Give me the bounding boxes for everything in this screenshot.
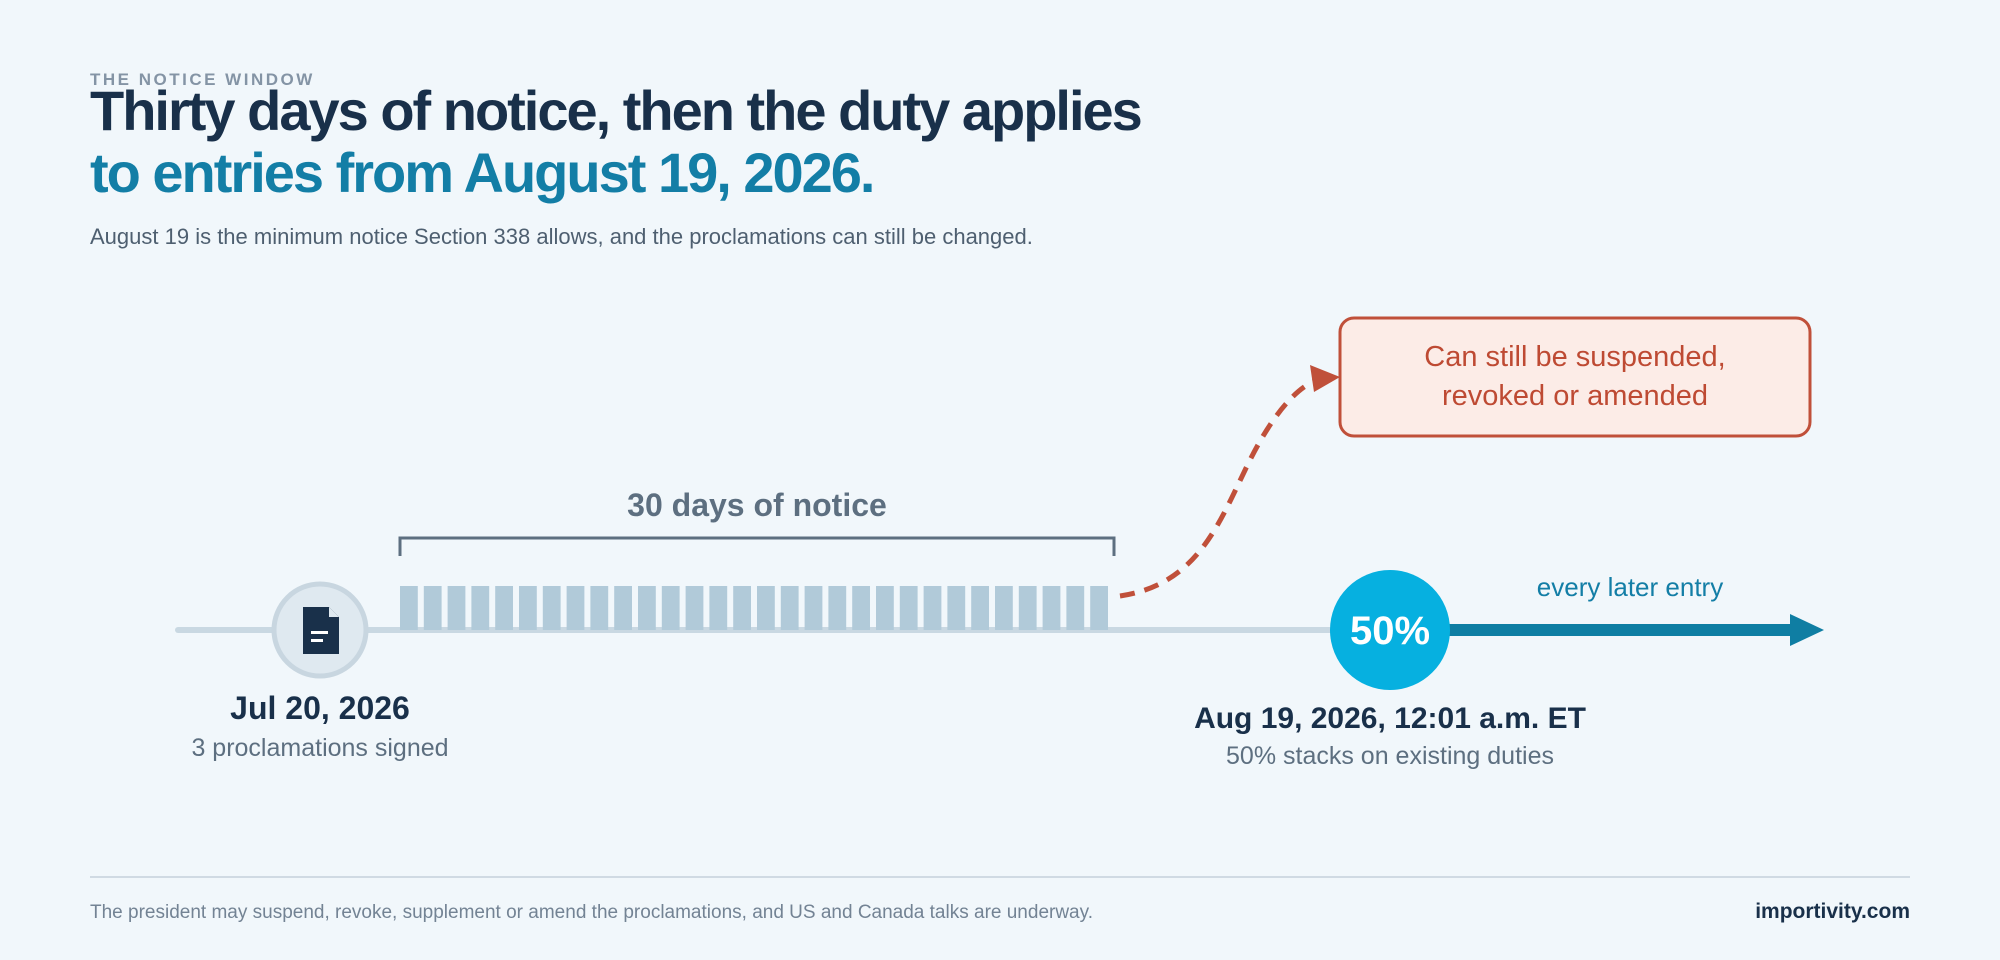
callout-arrowhead: [1310, 365, 1340, 392]
notice-day-bar: [614, 586, 632, 630]
notice-day-bar: [1066, 586, 1085, 630]
notice-day-bar: [400, 586, 418, 630]
notice-day-bar: [471, 586, 490, 630]
duty-rate-badge-label: 50%: [1350, 609, 1430, 653]
notice-day-bar: [495, 586, 513, 630]
effective-date: Aug 19, 2026, 12:01 a.m. ET: [1194, 702, 1586, 735]
subtitle: August 19 is the minimum notice Section …: [90, 224, 1033, 249]
callout-line-2: revoked or amended: [1442, 380, 1708, 412]
effective-caption: 50% stacks on existing duties: [1226, 742, 1554, 770]
headline-line-1: Thirty days of notice, then the duty app…: [90, 79, 1143, 142]
start-date: Jul 20, 2026: [230, 690, 410, 726]
notice-day-bar: [852, 586, 870, 630]
notice-label: 30 days of notice: [627, 487, 887, 523]
notice-day-bar: [1090, 586, 1108, 630]
notice-day-bar: [447, 586, 466, 630]
notice-day-bar: [661, 586, 680, 630]
notice-day-bar: [685, 586, 704, 630]
notice-day-bar: [828, 586, 847, 630]
notice-day-bar: [947, 586, 966, 630]
brand-link[interactable]: importivity.com: [1755, 900, 1910, 923]
eyebrow-label: THE NOTICE WINDOW: [90, 70, 315, 89]
later-entries-label: every later entry: [1537, 572, 1723, 602]
headline-line-2: to entries from August 19, 2026.: [90, 141, 875, 204]
notice-day-bar: [709, 586, 728, 630]
notice-day-bar: [899, 586, 918, 630]
notice-day-bar: [566, 586, 585, 630]
later-entries-arrowhead: [1790, 614, 1824, 646]
headline: Thirty days of notice, then the duty app…: [90, 79, 1143, 204]
callout-line-1: Can still be suspended,: [1424, 341, 1725, 373]
notice-day-bar: [423, 586, 442, 630]
notice-day-bar: [804, 586, 823, 630]
notice-day-bar: [1042, 586, 1061, 630]
notice-day-bar: [971, 586, 989, 630]
document-icon: [303, 607, 339, 654]
notice-day-bar: [780, 586, 799, 630]
footer-divider: [90, 876, 1910, 878]
notice-day-bar: [542, 586, 561, 630]
notice-day-bar: [638, 586, 656, 630]
callout-connector: [1119, 377, 1319, 599]
notice-day-bar: [590, 586, 609, 630]
duty-rate-badge: [1330, 570, 1450, 690]
notice-day-bar: [519, 586, 537, 630]
footer-note: The president may suspend, revoke, suppl…: [90, 902, 1093, 923]
start-caption: 3 proclamations signed: [191, 734, 448, 762]
notice-bracket: [398, 536, 1116, 556]
start-marker: [271, 581, 369, 679]
notice-day-bar: [733, 586, 751, 630]
callout-box: [1338, 316, 1812, 438]
notice-day-bar: [923, 586, 942, 630]
notice-day-bar: [995, 586, 1013, 630]
notice-day-bars: [400, 586, 1108, 630]
notice-day-bar: [876, 586, 894, 630]
notice-day-bar: [1018, 586, 1037, 630]
notice-day-bar: [757, 586, 775, 630]
